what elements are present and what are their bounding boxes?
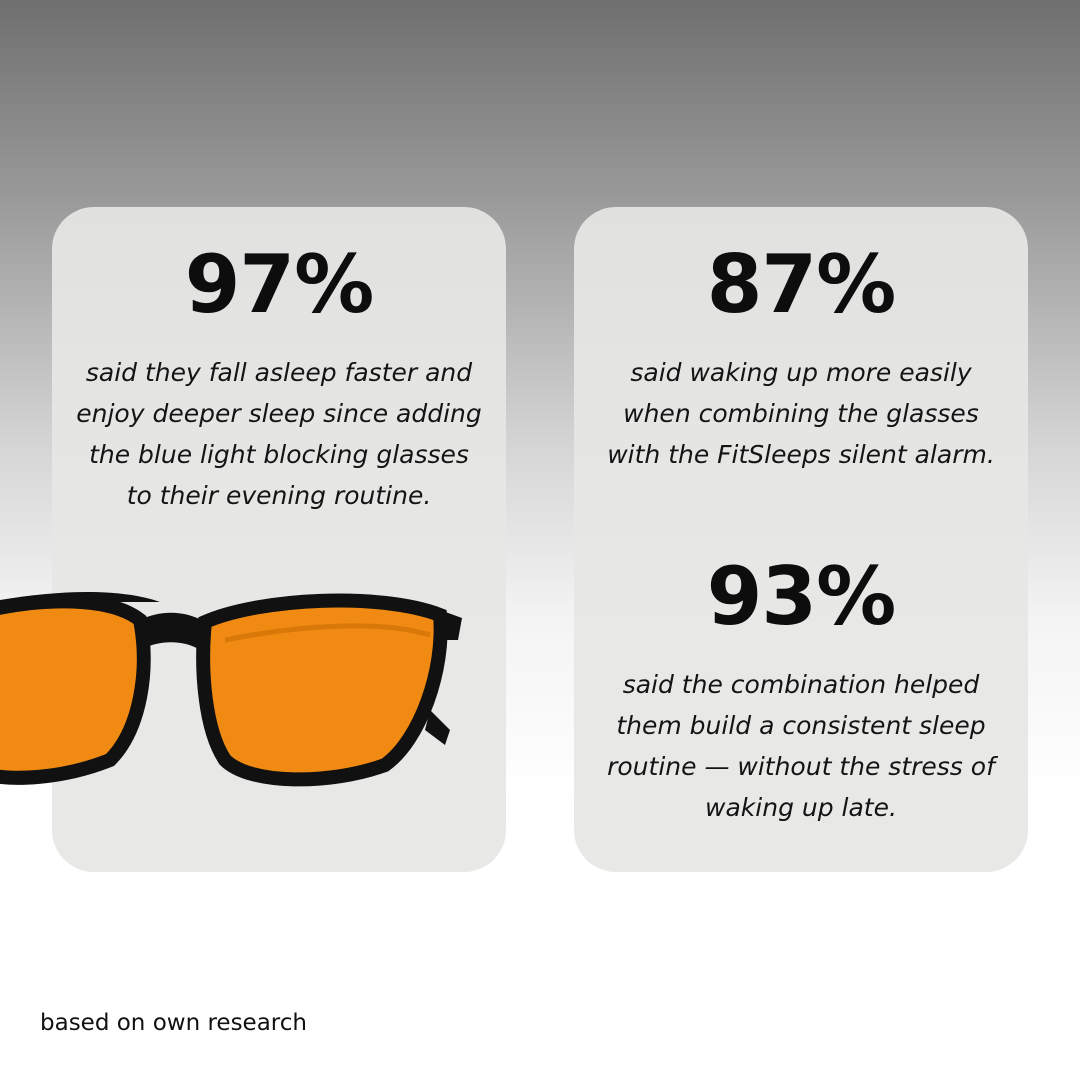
glasses-image — [0, 592, 462, 787]
stat-text: said they fall asleep faster and enjoy d… — [76, 358, 482, 510]
stat-value: 93% — [706, 550, 896, 643]
footnote: based on own research — [40, 1010, 307, 1036]
stat-value: 97% — [184, 238, 374, 331]
stat-value: 87% — [706, 238, 896, 331]
stat-text: said the combination helped them build a… — [607, 670, 995, 822]
stat-card: 87% said waking up more easily when comb… — [574, 207, 1028, 872]
stat-text: said waking up more easily when combinin… — [607, 358, 995, 469]
